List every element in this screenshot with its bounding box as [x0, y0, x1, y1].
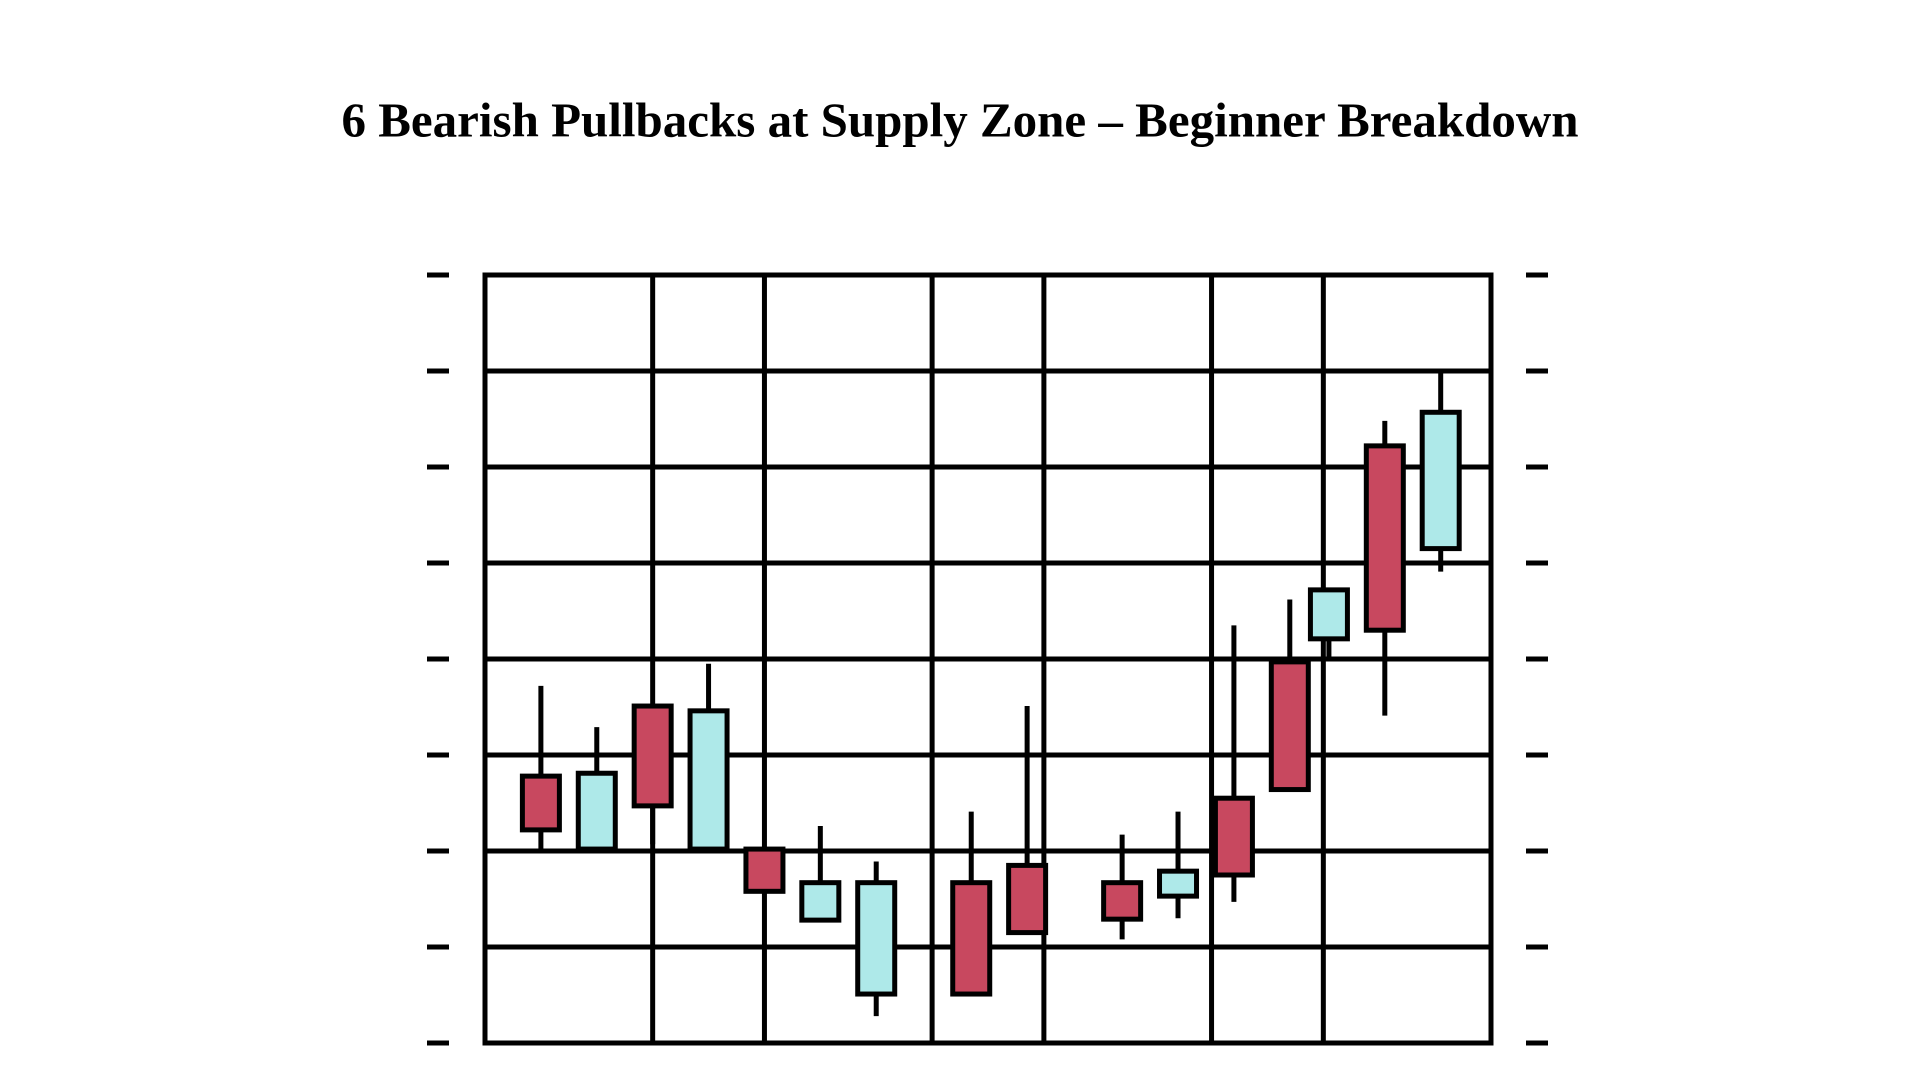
candle-body — [1363, 443, 1406, 633]
candle-body — [1006, 862, 1049, 936]
candle-body — [575, 770, 618, 852]
candle-body — [1101, 880, 1144, 922]
plot-frame — [482, 272, 1494, 1046]
candle-body — [950, 880, 993, 997]
chart-title: 6 Bearish Pullbacks at Supply Zone – Beg… — [341, 92, 1578, 147]
candle-body — [855, 880, 898, 997]
candle-body — [519, 773, 562, 833]
candle-body — [1419, 409, 1462, 552]
candle-body — [1307, 587, 1350, 642]
candle-body — [1212, 795, 1255, 878]
candle-body — [743, 846, 786, 894]
candle-body — [631, 703, 674, 809]
candle-body — [1268, 659, 1311, 793]
candle-body — [1157, 868, 1200, 899]
candle-body — [687, 708, 730, 852]
candle-body — [799, 880, 842, 923]
